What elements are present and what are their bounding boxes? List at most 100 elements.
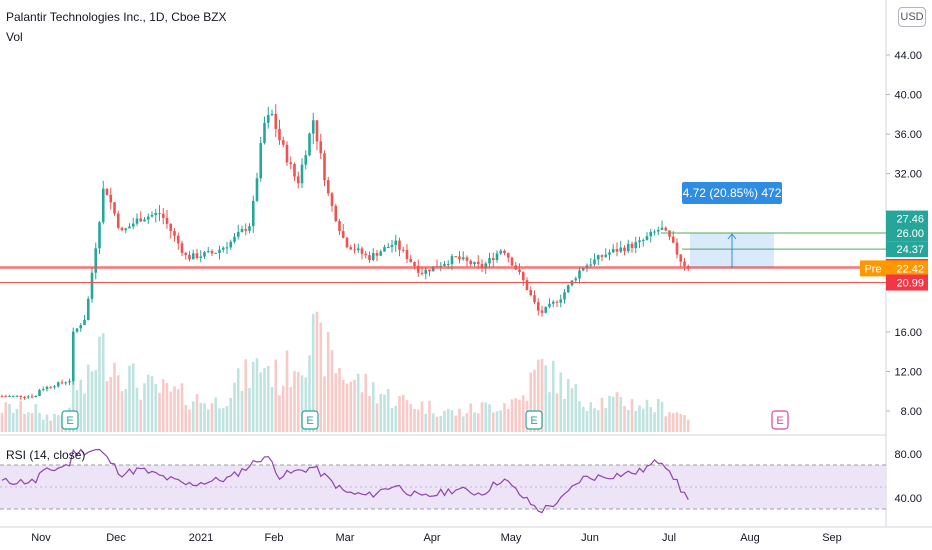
volume-bar bbox=[551, 360, 555, 432]
volume-bar bbox=[23, 413, 26, 432]
candle-body bbox=[0, 396, 4, 398]
candle-body bbox=[38, 389, 41, 397]
candle-body bbox=[94, 248, 98, 273]
candle-body bbox=[34, 396, 38, 398]
candle-body bbox=[23, 397, 26, 399]
candle-body bbox=[300, 164, 304, 184]
volume-bar bbox=[146, 374, 150, 432]
volume-bar bbox=[469, 403, 473, 432]
candle-body bbox=[405, 249, 409, 260]
time-tick-label: Dec bbox=[106, 532, 126, 544]
candle-body bbox=[79, 325, 83, 329]
candle-body bbox=[593, 259, 596, 265]
volume-bar bbox=[473, 412, 476, 432]
candle-body bbox=[173, 231, 176, 236]
volume-bar bbox=[649, 407, 653, 432]
currency-button[interactable]: USD bbox=[898, 7, 926, 27]
candle-body bbox=[334, 205, 338, 222]
candle-body bbox=[394, 240, 398, 245]
volume-bar bbox=[98, 336, 101, 432]
earnings-icon-label: E bbox=[776, 415, 783, 427]
volume-bar bbox=[544, 365, 548, 432]
volume-bar bbox=[578, 401, 581, 432]
volume-bar bbox=[304, 377, 308, 432]
candle-body bbox=[169, 223, 173, 232]
candle-body bbox=[15, 395, 19, 397]
candle-body bbox=[499, 250, 503, 254]
earnings-icon bbox=[771, 410, 789, 430]
grid-layer bbox=[0, 0, 932, 528]
volume-bar bbox=[124, 388, 128, 432]
volume-bar bbox=[214, 397, 218, 432]
candle-body bbox=[270, 113, 274, 116]
candle-body bbox=[645, 236, 649, 240]
candle-body bbox=[506, 253, 510, 258]
volume-bar bbox=[11, 412, 15, 432]
candle-body bbox=[49, 386, 53, 388]
volume-bar bbox=[600, 397, 604, 432]
volume-bar bbox=[619, 397, 623, 432]
volume-bar bbox=[424, 413, 428, 432]
volume-bar bbox=[660, 401, 664, 432]
candle-body bbox=[83, 319, 86, 326]
volume-bar bbox=[26, 412, 30, 432]
candle-body bbox=[656, 229, 660, 232]
price-label-text: 24.37 bbox=[896, 244, 924, 256]
volume-bar bbox=[596, 410, 600, 432]
volume-bar bbox=[101, 333, 105, 432]
candle-body bbox=[289, 162, 293, 164]
volume-label: Vol bbox=[6, 30, 23, 44]
candle-body bbox=[683, 261, 686, 267]
volume-bar bbox=[139, 399, 143, 432]
candle-body bbox=[30, 396, 34, 398]
volume-bar bbox=[476, 413, 480, 432]
candle-body bbox=[514, 265, 518, 270]
price-label-box bbox=[886, 210, 928, 227]
volume-bar bbox=[116, 375, 120, 432]
volume-layer bbox=[0, 311, 690, 432]
measure-tool[interactable] bbox=[689, 233, 774, 269]
candle-body bbox=[574, 278, 578, 281]
candle-body bbox=[623, 247, 626, 252]
candle-body bbox=[176, 235, 180, 244]
volume-bar bbox=[4, 402, 8, 432]
candle-body bbox=[615, 249, 619, 252]
volume-bar bbox=[199, 402, 203, 432]
candle-body bbox=[491, 258, 495, 260]
volume-bar bbox=[585, 411, 589, 432]
volume-bar bbox=[630, 399, 634, 432]
time-tick-label: Aug bbox=[740, 532, 760, 544]
volume-bar bbox=[428, 400, 431, 432]
candle-body bbox=[443, 264, 446, 266]
earnings-icon-label: E bbox=[530, 415, 537, 427]
volume-bar bbox=[285, 350, 289, 432]
volume-bar bbox=[248, 387, 251, 432]
candle-body bbox=[60, 382, 64, 384]
candle-body bbox=[563, 292, 566, 300]
candle-body bbox=[206, 251, 210, 253]
volume-bar bbox=[394, 405, 398, 432]
volume-bar bbox=[664, 416, 668, 432]
volume-bar bbox=[566, 379, 570, 432]
volume-bar bbox=[608, 395, 611, 432]
candle-body bbox=[679, 254, 683, 262]
candle-body bbox=[383, 247, 386, 252]
candle-body bbox=[510, 257, 514, 266]
volume-bar bbox=[180, 383, 184, 432]
volume-bar bbox=[90, 371, 94, 432]
time-tick-label: Feb bbox=[265, 532, 284, 544]
time-tick-label: Apr bbox=[423, 532, 440, 544]
volume-bar bbox=[240, 390, 244, 432]
candle-body bbox=[338, 221, 341, 232]
candle-body bbox=[180, 243, 184, 253]
volume-bar bbox=[589, 402, 593, 432]
time-tick-label: Mar bbox=[336, 532, 355, 544]
candle-body bbox=[446, 264, 450, 266]
candle-body bbox=[398, 240, 401, 250]
candle-body bbox=[668, 230, 671, 237]
volume-bar bbox=[364, 373, 368, 432]
candle-body bbox=[199, 256, 203, 259]
price-label-box bbox=[886, 260, 928, 277]
candle-body bbox=[600, 255, 604, 257]
